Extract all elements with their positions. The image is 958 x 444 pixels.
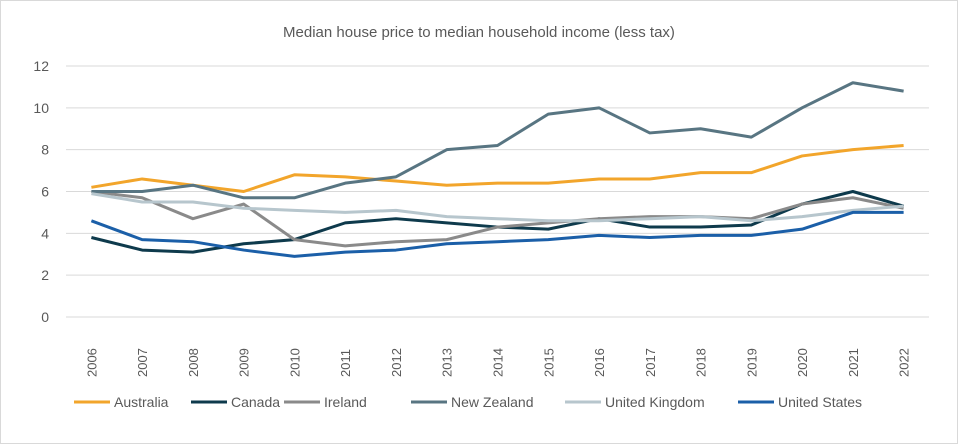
x-tick-label: 2021 bbox=[846, 348, 861, 377]
legend-item: Australia bbox=[74, 394, 169, 410]
x-tick-label: 2019 bbox=[744, 348, 759, 377]
y-tick-label: 10 bbox=[33, 100, 49, 116]
series-line-united-kingdom bbox=[91, 192, 904, 223]
x-tick-label: 2007 bbox=[135, 348, 150, 377]
legend-item: United States bbox=[738, 394, 862, 410]
x-tick-label: 2009 bbox=[237, 348, 252, 377]
y-tick-label: 0 bbox=[41, 309, 49, 325]
legend-label: Australia bbox=[114, 394, 169, 410]
series-line-new-zealand bbox=[91, 81, 904, 200]
x-tick-label: 2006 bbox=[84, 348, 99, 377]
series-line-united-states bbox=[90, 210, 904, 258]
x-tick-label: 2011 bbox=[338, 349, 353, 377]
y-tick-label: 6 bbox=[41, 184, 49, 200]
legend-item: United Kingdom bbox=[565, 394, 705, 410]
legend-label: New Zealand bbox=[451, 394, 534, 410]
x-tick-label: 2012 bbox=[389, 348, 404, 377]
x-tick-label: 2010 bbox=[287, 348, 302, 377]
x-tick-label: 2014 bbox=[491, 348, 506, 377]
y-tick-label: 4 bbox=[41, 225, 49, 241]
legend-label: Ireland bbox=[324, 394, 367, 410]
legend-item: Canada bbox=[191, 394, 280, 410]
x-tick-label: 2020 bbox=[795, 348, 810, 377]
x-tick-label: 2008 bbox=[186, 348, 201, 377]
y-tick-label: 8 bbox=[41, 142, 49, 158]
y-tick-label: 2 bbox=[41, 267, 49, 283]
y-tick-label: 12 bbox=[33, 58, 49, 74]
series-line-australia bbox=[91, 143, 904, 193]
series-line-ireland bbox=[91, 190, 904, 248]
x-tick-label: 2022 bbox=[897, 348, 912, 377]
x-tick-label: 2016 bbox=[592, 348, 607, 377]
legend-item: New Zealand bbox=[411, 394, 534, 410]
x-tick-label: 2013 bbox=[440, 348, 455, 377]
legend-label: United Kingdom bbox=[605, 394, 705, 410]
x-tick-label: 2017 bbox=[643, 348, 658, 377]
legend-label: Canada bbox=[231, 394, 280, 410]
x-tick-label: 2015 bbox=[541, 348, 556, 377]
legend-item: Ireland bbox=[284, 394, 367, 410]
x-tick-label: 2018 bbox=[694, 348, 709, 377]
legend-label: United States bbox=[778, 394, 862, 410]
chart-title: Median house price to median household i… bbox=[283, 24, 675, 41]
